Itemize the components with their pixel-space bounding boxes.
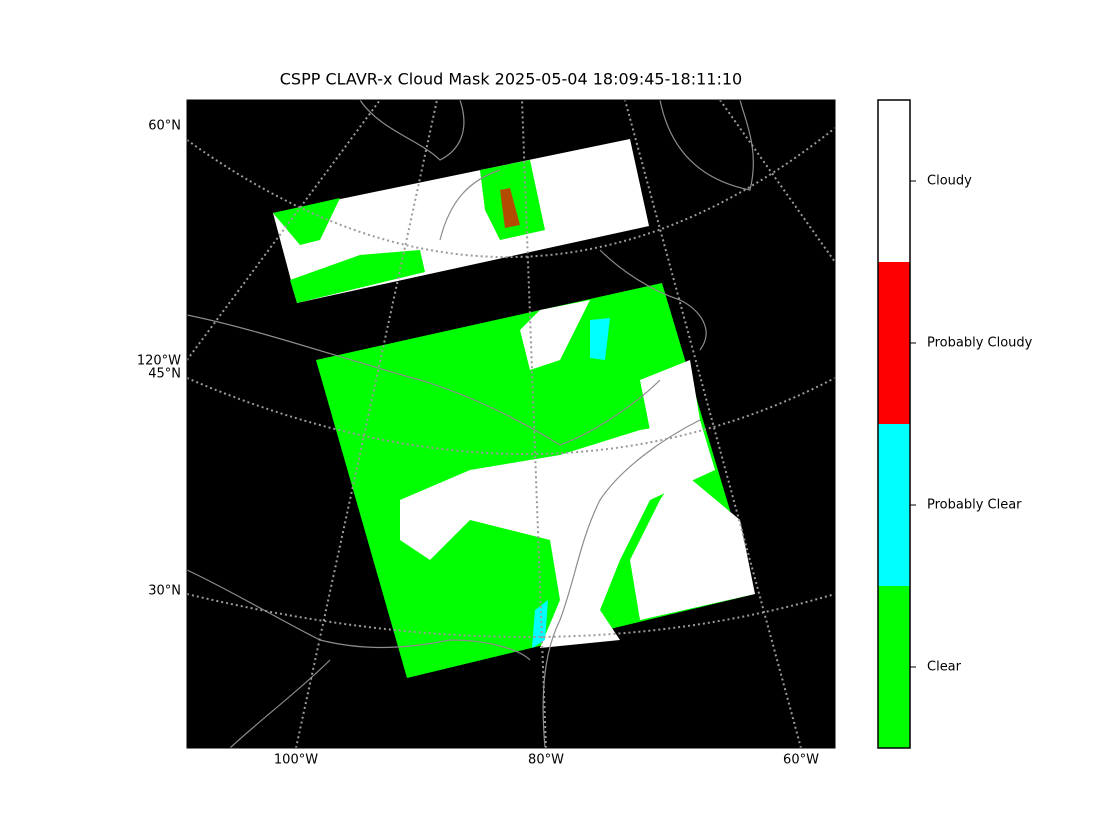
colorbar-label: Cloudy	[927, 174, 972, 189]
map	[187, 100, 835, 748]
cloudy-region	[520, 300, 590, 370]
lat-label: 60°N	[148, 119, 181, 134]
lon-label: 120°W	[137, 354, 181, 369]
graticule	[187, 377, 835, 455]
colorbar-segment	[878, 586, 910, 748]
clear-region	[290, 250, 425, 303]
colorbar-label: Probably Cloudy	[927, 336, 1033, 351]
graticule	[521, 100, 547, 748]
colorbar-segment	[878, 424, 910, 586]
colorbar-label: Clear	[927, 660, 962, 675]
lon-label: 100°W	[274, 753, 318, 768]
graticule	[295, 100, 438, 748]
lat-label: 45°N	[148, 367, 181, 382]
colorbar-segment	[878, 100, 910, 262]
lat-label: 30°N	[148, 584, 181, 599]
graticule	[187, 127, 835, 258]
graticule	[187, 100, 381, 361]
graticule	[719, 100, 835, 263]
coastline	[187, 100, 754, 748]
prob-clear-region	[590, 318, 610, 360]
colorbar-segment	[878, 262, 910, 424]
lon-label: 60°W	[783, 753, 819, 768]
colorbar: Cloudy Probably Cloudy Probably Clear Clear	[877, 99, 1033, 749]
graticule	[187, 593, 835, 638]
cloudy-region	[630, 470, 755, 620]
clear-region	[273, 198, 340, 245]
cloudy-region	[400, 420, 715, 648]
lon-label: 80°W	[528, 753, 564, 768]
colorbar-frame	[877, 99, 911, 749]
graticule	[624, 100, 802, 748]
cloudy-region	[640, 360, 700, 430]
colorbar-label: Probably Clear	[927, 498, 1022, 513]
cloudy-prob-region	[500, 188, 520, 228]
title: CSPP CLAVR-x Cloud Mask 2025-05-04 18:09…	[280, 70, 742, 89]
map-frame	[186, 99, 836, 749]
